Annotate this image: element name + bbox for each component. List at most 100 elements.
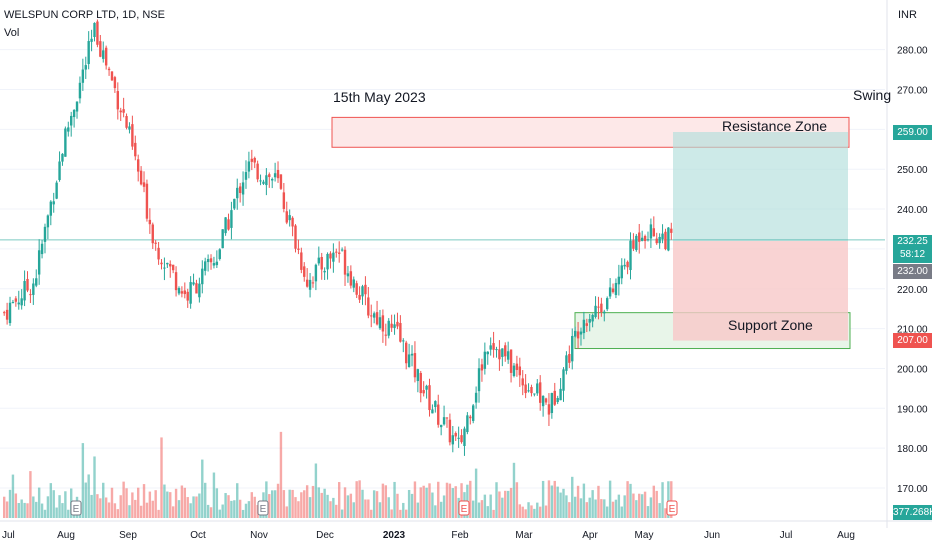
candle-body — [116, 91, 120, 110]
volume-bar — [268, 494, 271, 518]
candle-body — [539, 382, 542, 403]
x-tick-label: Oct — [190, 530, 206, 541]
volume-bar — [201, 459, 204, 518]
volume-bar — [541, 480, 545, 518]
volume-bar — [544, 505, 548, 518]
volume-bar — [454, 486, 457, 518]
candle-body — [544, 398, 548, 403]
candle-body — [285, 211, 288, 223]
candle-body — [81, 69, 85, 83]
candle-body — [180, 291, 184, 294]
volume-bar — [154, 490, 157, 518]
volume-bar — [26, 503, 29, 518]
volume-bar — [626, 481, 629, 518]
volume-bar — [407, 489, 411, 518]
volume-bar — [279, 431, 283, 518]
candle-body — [215, 261, 219, 266]
symbol-title[interactable]: WELSPUN CORP LTD, 1D, NSE — [4, 9, 165, 21]
support-zone-label[interactable]: Support Zone — [728, 317, 813, 333]
candle-body — [565, 355, 568, 371]
candle-body — [422, 390, 425, 394]
volume-bar — [282, 490, 286, 518]
candle-body — [396, 321, 399, 327]
candle-body — [29, 294, 32, 296]
volume-bar — [501, 497, 504, 518]
x-tick-label: Jul — [2, 530, 15, 541]
strategy-annotation[interactable]: Swing — [853, 87, 892, 103]
volume-bar — [3, 496, 6, 518]
candle-body — [515, 363, 519, 370]
candle-body — [390, 323, 393, 328]
volume-bar — [128, 505, 131, 518]
volume-bar — [236, 483, 239, 518]
volume-bar — [658, 503, 661, 518]
volume-bar — [37, 487, 41, 518]
candle-body — [559, 388, 562, 401]
candle-body — [614, 282, 618, 296]
candle-body — [571, 335, 574, 362]
candle-body — [512, 365, 516, 377]
y-tick-label: 190.00 — [897, 404, 928, 415]
volume-bar — [588, 497, 591, 518]
candle-body — [381, 315, 385, 332]
volume-bar — [250, 492, 254, 518]
candle-body — [84, 65, 87, 70]
volume-bar — [606, 506, 609, 518]
volume-bar — [288, 489, 291, 518]
candle-body — [393, 324, 396, 328]
candle-body — [346, 273, 350, 277]
volume-bar — [506, 490, 510, 518]
volume-bar — [425, 487, 428, 518]
candle-body — [201, 268, 204, 285]
candle-body — [40, 243, 44, 255]
candle-body — [600, 303, 603, 313]
volume-bar — [134, 499, 137, 518]
volume-bar — [113, 503, 117, 518]
volume-bar — [439, 501, 443, 518]
candle-body — [402, 340, 405, 342]
candle-body — [72, 109, 76, 118]
volume-bar — [139, 505, 143, 518]
candle-body — [533, 393, 536, 395]
volume-bar — [317, 487, 321, 518]
candle-body — [431, 409, 434, 414]
candle-body — [489, 345, 492, 350]
volume-bar — [635, 500, 638, 518]
candle-body — [588, 318, 591, 323]
candle-body — [643, 235, 647, 242]
volume-bar — [608, 480, 612, 518]
candle-body — [492, 343, 495, 350]
candle-body — [501, 348, 504, 357]
volume-bar — [17, 503, 20, 518]
volume-bar — [305, 485, 309, 518]
volume-bar — [393, 481, 396, 518]
candle-body — [416, 369, 420, 382]
volume-bar — [533, 508, 536, 518]
volume-label[interactable]: Vol — [4, 27, 20, 39]
candle-body — [340, 249, 344, 251]
candle-body — [43, 226, 47, 242]
volume-bar — [585, 502, 589, 518]
candle-body — [428, 385, 431, 411]
candle-body — [189, 282, 192, 304]
volume-bar — [553, 480, 556, 518]
y-tick-label: 170.00 — [897, 484, 928, 495]
candle-body — [183, 290, 187, 295]
candle-body — [410, 353, 414, 356]
candle-body — [154, 242, 157, 244]
last-price-value: 232.25 — [897, 236, 928, 247]
volume-bar — [431, 492, 434, 518]
date-annotation[interactable]: 15th May 2023 — [333, 89, 426, 105]
candle-body — [451, 435, 455, 445]
candle-body — [361, 286, 364, 297]
resistance-zone-label[interactable]: Resistance Zone — [722, 118, 828, 134]
volume-bar — [591, 490, 594, 518]
volume-bar — [571, 476, 574, 518]
volume-bar — [96, 494, 99, 518]
candle-body — [343, 249, 347, 275]
volume-bar — [171, 506, 175, 518]
candle-body — [320, 256, 323, 270]
chart-zones — [0, 116, 885, 350]
